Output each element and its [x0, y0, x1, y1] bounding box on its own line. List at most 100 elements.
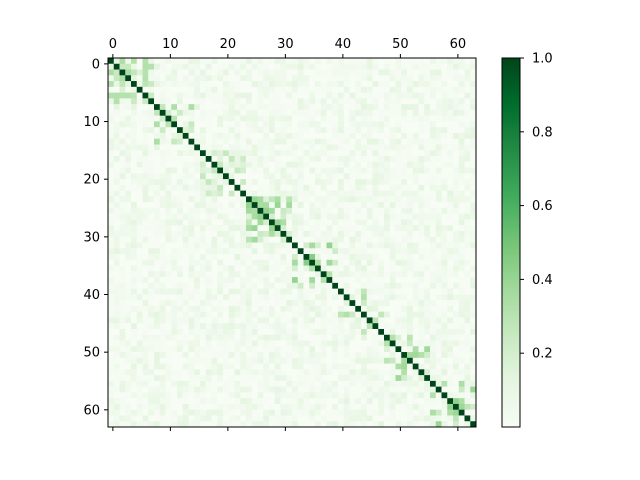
heatmap-cell	[200, 242, 207, 249]
heatmap-cell	[453, 271, 460, 278]
heatmap-cell	[355, 150, 362, 157]
heatmap-cell	[263, 346, 270, 353]
heatmap-cell	[332, 375, 339, 382]
heatmap-cell	[309, 346, 316, 353]
heatmap-cell	[211, 207, 218, 215]
heatmap-cell	[217, 265, 224, 272]
heatmap-cell	[332, 236, 339, 243]
heatmap-cell	[366, 92, 373, 99]
heatmap-cell	[200, 190, 207, 197]
heatmap-cell	[407, 375, 414, 382]
heatmap-cell	[154, 156, 161, 163]
heatmap-cell	[326, 115, 333, 122]
heatmap-cell	[401, 225, 408, 232]
heatmap-cell	[177, 248, 184, 255]
heatmap-cell	[384, 363, 391, 370]
heatmap-cell	[441, 121, 448, 128]
heatmap-cell	[148, 207, 155, 215]
heatmap-cell	[171, 127, 178, 134]
heatmap-cell	[136, 167, 143, 174]
heatmap-cell	[303, 115, 310, 122]
heatmap-cell	[292, 288, 299, 295]
heatmap-cell	[326, 271, 333, 278]
heatmap-cell	[355, 75, 362, 82]
heatmap-cell	[159, 207, 166, 215]
heatmap-cell	[418, 115, 425, 122]
heatmap-cell	[217, 334, 224, 341]
heatmap-cell	[355, 403, 362, 411]
heatmap-cell	[269, 132, 276, 140]
heatmap-cell	[435, 340, 442, 347]
heatmap-cell	[205, 357, 212, 364]
heatmap-cell	[389, 380, 396, 387]
heatmap-cell	[361, 352, 368, 359]
heatmap-cell	[205, 190, 212, 197]
heatmap-cell	[447, 75, 454, 82]
heatmap-cell	[326, 167, 333, 174]
heatmap-cell	[269, 86, 276, 93]
heatmap-cell	[470, 265, 477, 272]
heatmap-cell	[292, 357, 299, 364]
heatmap-cell	[407, 219, 414, 226]
heatmap-cell	[297, 421, 304, 428]
heatmap-cell	[297, 259, 304, 266]
heatmap-cell	[338, 58, 345, 65]
heatmap-cell	[182, 132, 189, 140]
heatmap-cell	[148, 271, 155, 278]
heatmap-cell	[407, 346, 414, 353]
heatmap-cell	[430, 277, 437, 284]
heatmap-cell	[326, 277, 333, 284]
heatmap-cell	[113, 138, 120, 145]
heatmap-cell	[303, 236, 310, 243]
heatmap-cell	[205, 161, 212, 168]
heatmap-cell	[280, 167, 287, 174]
heatmap-cell	[389, 282, 396, 289]
heatmap-cell	[171, 202, 178, 209]
heatmap-cell	[349, 98, 356, 105]
heatmap-cell	[108, 167, 115, 174]
heatmap-cell	[355, 86, 362, 93]
heatmap-cell	[401, 311, 408, 318]
heatmap-cell	[148, 179, 155, 186]
colorbar-tick-label: 1.0	[532, 52, 553, 67]
heatmap-cell	[470, 357, 477, 364]
heatmap-cell	[182, 58, 189, 65]
heatmap-cell	[361, 115, 368, 122]
heatmap-cell	[424, 271, 431, 278]
heatmap-cell	[407, 328, 414, 336]
heatmap-cell	[384, 92, 391, 99]
heatmap-cell	[274, 167, 281, 174]
heatmap-cell	[315, 415, 322, 422]
heatmap-cell	[246, 340, 253, 347]
heatmap-cell	[188, 265, 195, 272]
heatmap-cell	[297, 161, 304, 168]
heatmap-cell	[355, 92, 362, 99]
heatmap-cell	[355, 328, 362, 336]
heatmap-cell	[355, 144, 362, 151]
heatmap-cell	[108, 81, 115, 88]
heatmap-cell	[384, 98, 391, 105]
heatmap-cell	[384, 127, 391, 134]
heatmap-cell	[148, 242, 155, 249]
heatmap-cell	[177, 190, 184, 197]
heatmap-cell	[378, 392, 385, 399]
heatmap-cell	[441, 161, 448, 168]
heatmap-cell	[269, 300, 276, 307]
heatmap-cell	[292, 69, 299, 76]
heatmap-cell	[470, 196, 477, 203]
heatmap-cell	[113, 213, 120, 220]
heatmap-cell	[441, 156, 448, 163]
heatmap-cell	[171, 167, 178, 174]
heatmap-cell	[269, 115, 276, 122]
heatmap-cell	[165, 421, 172, 428]
heatmap-cell	[246, 98, 253, 105]
heatmap-cell	[447, 305, 454, 313]
heatmap-cell	[171, 75, 178, 82]
heatmap-cell	[418, 144, 425, 151]
heatmap-cell	[251, 156, 258, 163]
heatmap-cell	[280, 98, 287, 105]
heatmap-cell	[464, 156, 471, 163]
heatmap-cell	[343, 288, 350, 295]
heatmap-cell	[234, 288, 241, 295]
heatmap-cell	[217, 415, 224, 422]
